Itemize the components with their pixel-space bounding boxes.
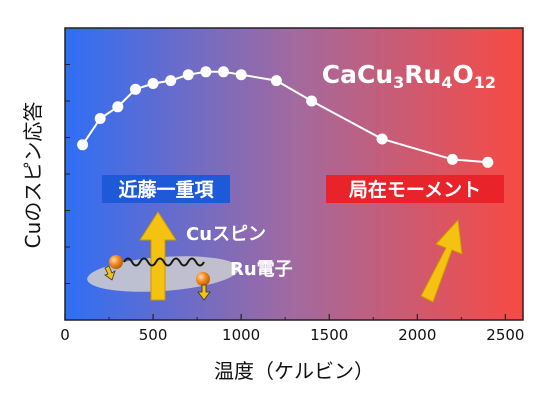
x-axis-label: 温度（ケルビン）	[214, 359, 374, 383]
x-tick-label: 2500	[486, 326, 524, 344]
x-tick-label: 1000	[222, 326, 260, 344]
data-point	[165, 75, 177, 87]
compound-formula: CaCu3Ru4O12	[322, 60, 496, 92]
data-point	[235, 69, 247, 81]
data-point	[94, 113, 106, 124]
x-tick-label: 2000	[398, 326, 436, 344]
data-point	[482, 156, 494, 168]
data-point	[112, 101, 124, 113]
x-tick-label: 500	[139, 326, 168, 344]
data-point	[200, 66, 212, 78]
x-axis-ticks: 0 500 1000 1500 2000 2500	[60, 64, 524, 344]
data-point	[182, 69, 194, 81]
data-point	[147, 78, 159, 89]
local-moment-label-box	[326, 175, 504, 203]
spin-down-arrow-icon	[104, 265, 116, 281]
kondo-label-box	[102, 175, 230, 203]
local-moment-arrow-icon	[420, 218, 463, 303]
ru-electron-right	[196, 272, 210, 286]
x-tick-label: 1500	[310, 326, 348, 344]
y-axis-label: Cuのスピン応答	[21, 102, 45, 249]
ru-electron-label: Ru電子	[230, 259, 293, 280]
kondo-label: 近藤一重項	[118, 178, 214, 201]
data-point	[130, 83, 141, 95]
series-layer	[77, 66, 494, 168]
interaction-wave	[123, 257, 205, 267]
ru-electron-left	[109, 255, 123, 269]
local-moment-label: 局在モーメント	[349, 178, 481, 201]
data-point	[376, 133, 388, 145]
data-point	[77, 139, 89, 151]
cu-spin-label: Cuスピン	[186, 224, 266, 245]
data-point	[306, 95, 318, 107]
cu-spin-arrow-icon	[139, 211, 177, 301]
data-point	[270, 75, 282, 87]
spin-down-arrow-icon	[197, 284, 211, 301]
data-point	[218, 66, 229, 78]
data-point	[447, 153, 458, 165]
x-tick-label: 0	[60, 326, 70, 344]
